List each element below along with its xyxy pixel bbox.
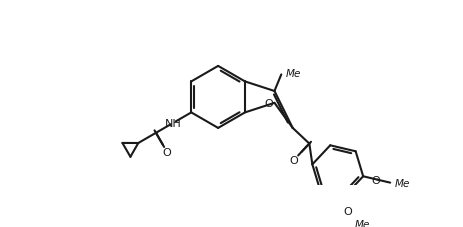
Text: O: O: [264, 98, 273, 108]
Text: Me: Me: [354, 219, 369, 227]
Text: O: O: [371, 175, 379, 185]
Text: NH: NH: [165, 118, 181, 128]
Text: Me: Me: [394, 178, 409, 188]
Text: O: O: [343, 206, 351, 216]
Text: O: O: [162, 147, 171, 157]
Text: Me: Me: [285, 69, 300, 78]
Text: O: O: [289, 155, 298, 165]
